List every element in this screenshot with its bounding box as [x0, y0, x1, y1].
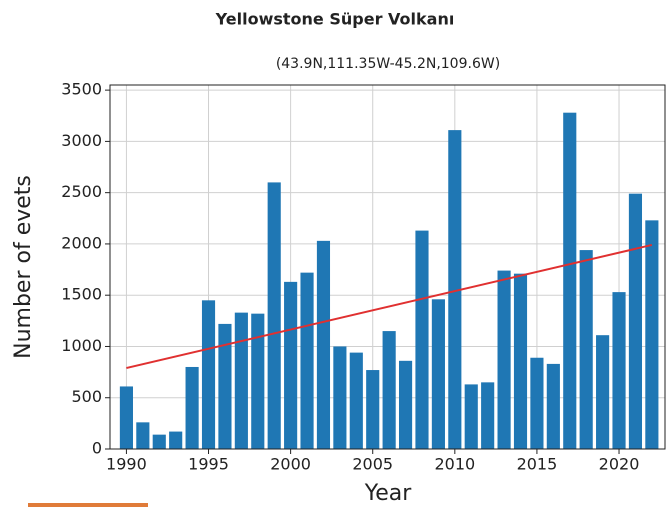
chart-subtitle: (43.9N,111.35W-45.2N,109.6W) [276, 56, 500, 72]
bar [201, 300, 216, 449]
bar [234, 312, 248, 449]
bar [366, 370, 380, 449]
bar [349, 352, 363, 449]
bar [398, 360, 413, 449]
x-tick-label: 2020 [599, 455, 640, 474]
x-tick-label: 2015 [517, 455, 558, 474]
bar [481, 382, 495, 449]
bar [267, 182, 281, 449]
bar [645, 220, 659, 449]
y-tick-label: 0 [92, 439, 102, 458]
bar [563, 112, 577, 449]
y-axis-label: Number of evets [11, 175, 36, 359]
y-tick-label: 2500 [61, 182, 102, 201]
bar [579, 250, 593, 449]
bar [513, 273, 528, 449]
trend-line [126, 243, 653, 369]
bar [497, 270, 511, 449]
bar [185, 366, 199, 449]
bar [612, 292, 626, 449]
x-axis-label: Year [364, 481, 413, 506]
bar [218, 323, 232, 449]
bar [169, 431, 183, 449]
x-tick-label: 2010 [434, 455, 475, 474]
bar [119, 386, 133, 449]
x-tick-label: 2005 [352, 455, 393, 474]
bar [284, 281, 298, 449]
bar [316, 240, 331, 449]
bar [546, 363, 560, 449]
y-tick-label: 2000 [61, 233, 102, 252]
y-tick-label: 1000 [61, 336, 102, 355]
x-tick-label: 1990 [106, 455, 147, 474]
y-tick-label: 500 [71, 387, 102, 406]
bar [152, 434, 166, 449]
plot-frame [109, 84, 666, 450]
bar [136, 422, 150, 449]
bar [431, 299, 445, 449]
decoration [28, 503, 148, 507]
bar [530, 357, 544, 449]
bar [448, 130, 462, 450]
bar [382, 331, 396, 449]
bar [628, 193, 643, 449]
bar [333, 346, 347, 449]
x-tick-label: 2000 [270, 455, 311, 474]
y-tick-label: 1500 [61, 285, 102, 304]
x-tick-label: 1995 [188, 455, 229, 474]
y-tick-label: 3000 [61, 131, 102, 150]
y-tick-label: 3500 [61, 80, 102, 99]
bar [251, 313, 265, 449]
bar [464, 384, 478, 449]
bar [300, 272, 314, 449]
bar [415, 230, 429, 449]
chart-title: Yellowstone Süper Volkanı [215, 10, 455, 29]
bar [596, 335, 610, 449]
